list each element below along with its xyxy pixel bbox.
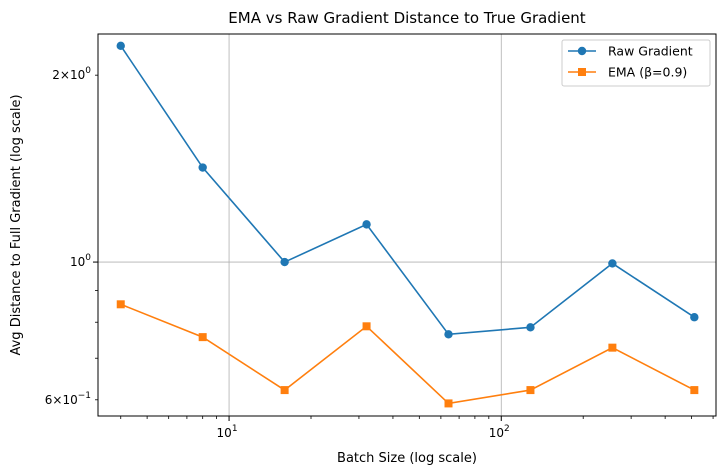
ticks: 101 102 2×100 100 6×10−1: [45, 66, 714, 440]
series-layer: [116, 41, 699, 408]
x-tick-label: 102: [489, 424, 510, 440]
legend-label: Raw Gradient: [608, 44, 693, 59]
data-point: [690, 386, 699, 395]
y-tick-label: 2×100: [52, 66, 91, 82]
data-point: [444, 399, 453, 408]
data-point: [608, 259, 617, 268]
series-0: [116, 41, 699, 339]
x-tick-label: 101: [217, 424, 238, 440]
y-tick-label: 100: [70, 253, 91, 269]
data-point: [280, 257, 289, 267]
legend: Raw Gradient EMA (β=0.9): [561, 39, 711, 87]
legend-label: EMA (β=0.9): [608, 65, 687, 80]
series-line: [120, 303, 695, 405]
plot-frame: [97, 33, 717, 417]
data-point: [690, 313, 699, 322]
legend-box: [561, 39, 711, 87]
series-line: [120, 45, 695, 336]
data-point: [116, 41, 125, 51]
data-point: [198, 333, 207, 342]
data-point: [608, 343, 617, 352]
data-point: [280, 386, 289, 395]
chart-title: EMA vs Raw Gradient Distance to True Gra…: [228, 9, 586, 27]
data-point: [116, 300, 125, 309]
data-point: [198, 163, 207, 172]
data-point: [444, 330, 453, 339]
legend-marker: [578, 68, 586, 76]
y-axis-label: Avg Distance to Full Gradient (log scale…: [9, 94, 24, 355]
x-axis-label: Batch Size (log scale): [337, 451, 477, 466]
data-point: [526, 386, 535, 395]
series-1: [116, 300, 699, 408]
y-tick-label: 6×10−1: [45, 391, 91, 407]
legend-marker: [577, 46, 587, 56]
data-point: [526, 323, 535, 332]
legend-item: Raw Gradient: [568, 44, 693, 59]
data-point: [362, 322, 371, 331]
legend-item: EMA (β=0.9): [568, 65, 687, 80]
data-point: [362, 220, 371, 229]
